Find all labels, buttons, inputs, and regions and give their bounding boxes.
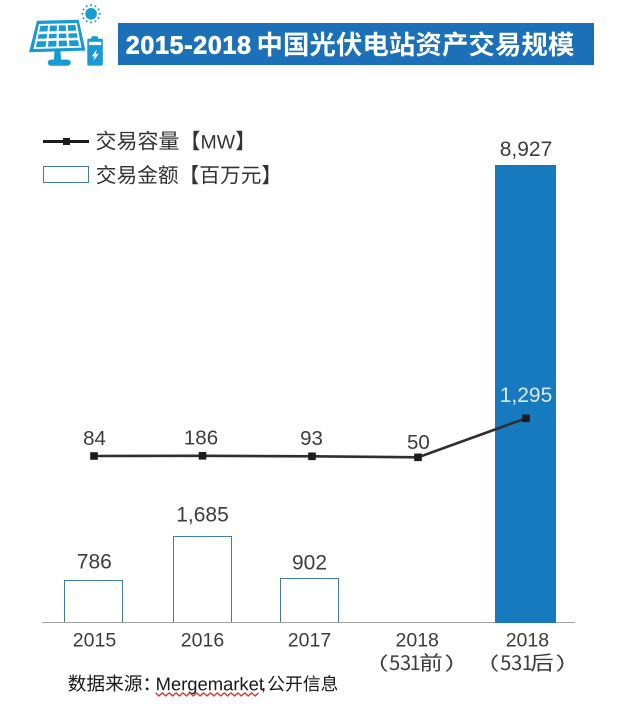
svg-text:786: 786 <box>77 550 112 573</box>
svg-text:2017: 2017 <box>288 630 331 652</box>
svg-text:2015: 2015 <box>73 630 117 652</box>
svg-text:50: 50 <box>407 431 430 454</box>
svg-text:2018: 2018 <box>506 630 549 652</box>
svg-text:1,295: 1,295 <box>500 384 553 407</box>
svg-text:1,685: 1,685 <box>176 503 229 526</box>
svg-text:186: 186 <box>184 427 218 450</box>
svg-text:2018: 2018 <box>396 630 439 652</box>
svg-text:8,927: 8,927 <box>500 138 553 161</box>
svg-text:93: 93 <box>300 427 323 450</box>
svg-text:2016: 2016 <box>181 630 224 652</box>
svg-text:902: 902 <box>292 551 327 574</box>
svg-text:84: 84 <box>83 427 106 450</box>
